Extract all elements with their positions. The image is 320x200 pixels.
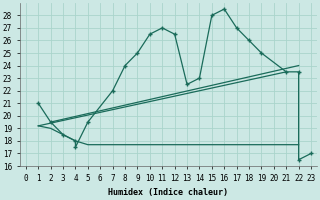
X-axis label: Humidex (Indice chaleur): Humidex (Indice chaleur)	[108, 188, 228, 197]
